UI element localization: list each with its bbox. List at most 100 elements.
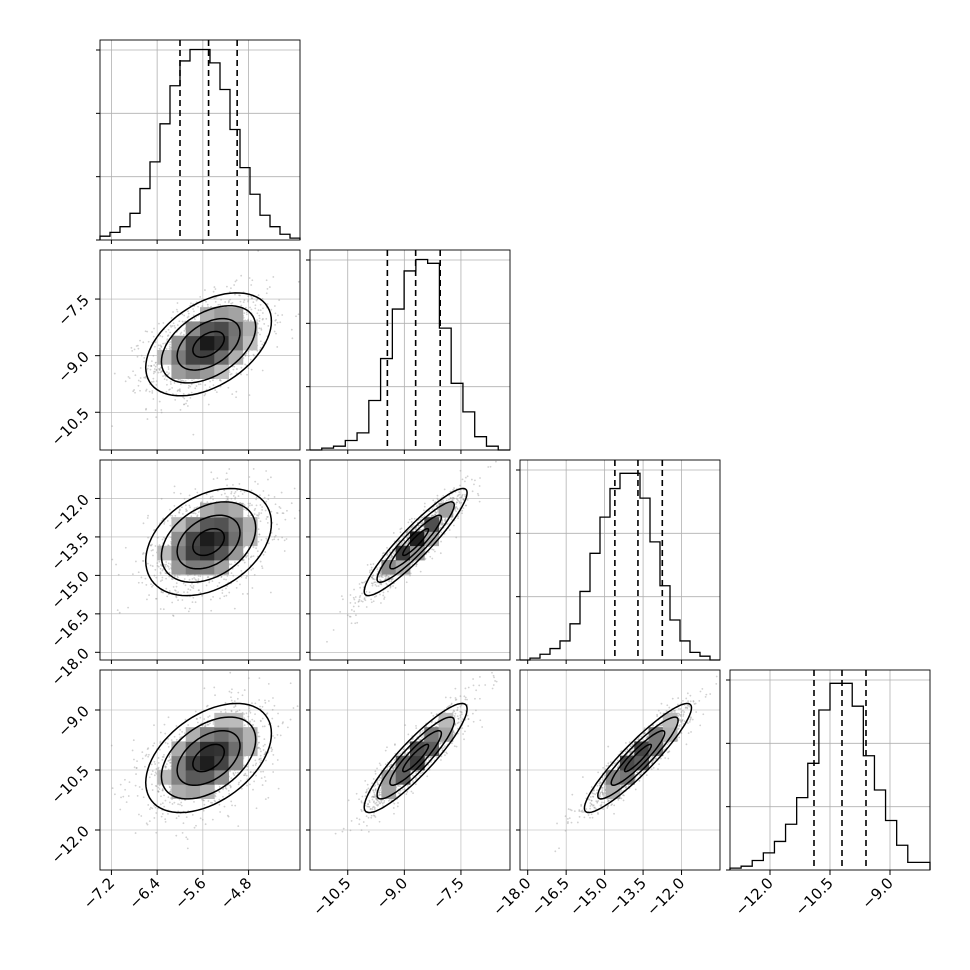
sample-point — [262, 490, 265, 492]
sample-point — [188, 578, 191, 581]
sample-point — [277, 314, 279, 317]
sample-point — [261, 784, 264, 786]
sample-point — [182, 392, 185, 395]
sample-point — [212, 498, 214, 501]
sample-point — [145, 408, 147, 411]
sample-point — [253, 509, 256, 512]
sample-point — [259, 719, 262, 722]
sample-point — [230, 372, 233, 375]
contour-line — [160, 305, 257, 384]
sample-point — [349, 594, 352, 596]
sample-point — [259, 309, 262, 312]
sample-point — [235, 390, 238, 393]
sample-point — [194, 318, 196, 321]
sample-point — [261, 565, 263, 568]
sample-point — [247, 558, 250, 560]
sample-point — [151, 585, 153, 588]
sample-point — [179, 492, 182, 495]
sample-point — [259, 504, 262, 506]
sample-point — [400, 527, 403, 530]
sample-point — [141, 581, 144, 584]
sample-point — [370, 566, 373, 569]
sample-point — [360, 581, 363, 584]
sample-point — [266, 287, 269, 290]
sample-point — [170, 317, 173, 319]
sample-point — [274, 312, 277, 315]
sample-point — [422, 525, 425, 528]
sample-point — [223, 578, 225, 581]
sample-point — [240, 373, 242, 376]
sample-point — [295, 315, 297, 318]
sample-point — [230, 699, 233, 702]
sample-point — [273, 536, 276, 538]
density-cell — [214, 517, 229, 532]
sample-point — [276, 321, 279, 324]
sample-point — [207, 403, 210, 406]
contour-line — [176, 514, 241, 570]
sample-point — [169, 563, 172, 565]
sample-point — [277, 538, 280, 541]
sample-point — [137, 571, 140, 574]
sample-point — [158, 544, 161, 546]
sample-point — [245, 313, 248, 316]
sample-point — [387, 590, 389, 593]
sample-point — [252, 301, 255, 304]
sample-point — [464, 476, 467, 479]
sample-point — [214, 792, 217, 795]
sample-point — [293, 517, 296, 520]
sample-point — [436, 494, 439, 497]
sample-point — [147, 364, 150, 367]
sample-point — [407, 540, 410, 543]
sample-point — [199, 575, 202, 578]
sample-point — [256, 298, 259, 301]
sample-point — [184, 584, 187, 587]
sample-point — [215, 391, 218, 394]
sample-point — [452, 497, 455, 499]
sample-point — [131, 350, 134, 352]
sample-point — [372, 600, 375, 603]
sample-point — [152, 354, 155, 357]
sample-point — [262, 749, 265, 751]
sample-point — [236, 710, 239, 713]
sample-point — [248, 515, 251, 518]
sample-point — [212, 290, 215, 293]
sample-point — [234, 804, 237, 807]
density-cell — [171, 335, 187, 351]
sample-point — [255, 504, 258, 507]
sample-point — [153, 760, 156, 763]
sample-point — [211, 818, 214, 821]
sample-point — [255, 299, 258, 302]
sample-point — [164, 342, 167, 345]
sample-point — [360, 600, 363, 602]
sample-point — [243, 764, 245, 767]
sample-point — [371, 582, 374, 585]
sample-point — [145, 407, 148, 410]
sample-point — [273, 305, 276, 307]
sample-point — [168, 388, 170, 391]
sample-point — [258, 512, 260, 514]
sample-point — [167, 334, 170, 337]
sample-point — [370, 582, 373, 585]
sample-point — [424, 548, 427, 551]
sample-point — [168, 759, 170, 762]
sample-point — [191, 578, 194, 580]
sample-point — [259, 520, 262, 523]
sample-point — [346, 614, 349, 617]
sample-point — [449, 490, 452, 493]
sample-point — [234, 496, 237, 499]
sample-point — [297, 280, 300, 283]
histogram-panel-3-frame — [519, 459, 721, 661]
sample-point — [242, 559, 245, 561]
sample-point — [270, 746, 273, 749]
sample-point — [127, 795, 130, 797]
sample-point — [363, 598, 366, 601]
sample-point — [263, 776, 266, 778]
sample-point — [227, 301, 230, 304]
sample-point — [368, 591, 371, 594]
sample-point — [169, 380, 172, 383]
sample-point — [267, 796, 270, 799]
sample-point — [371, 584, 374, 587]
sample-point — [353, 598, 356, 601]
sample-point — [372, 563, 375, 565]
sample-point — [159, 564, 162, 566]
